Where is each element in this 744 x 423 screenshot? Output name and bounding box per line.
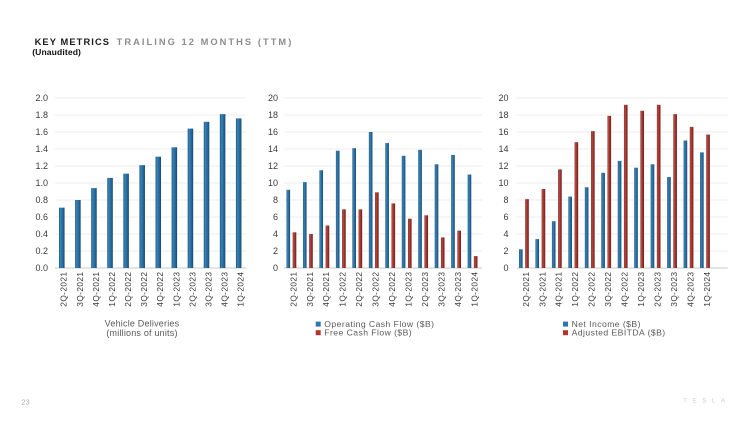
svg-text:Vehicle Deliveries: Vehicle Deliveries (105, 318, 180, 328)
svg-text:0: 0 (503, 263, 508, 273)
svg-text:2Q-2023: 2Q-2023 (420, 272, 430, 307)
svg-text:3Q-2021: 3Q-2021 (305, 272, 315, 307)
svg-text:0: 0 (273, 263, 278, 273)
svg-text:3Q-2022: 3Q-2022 (139, 272, 149, 307)
svg-text:1Q-2024: 1Q-2024 (236, 272, 246, 307)
svg-text:1Q-2024: 1Q-2024 (469, 272, 479, 307)
svg-text:2.0: 2.0 (35, 93, 48, 103)
svg-text:2Q-2023: 2Q-2023 (187, 272, 197, 307)
svg-text:4Q-2023: 4Q-2023 (453, 272, 463, 307)
svg-text:0.6: 0.6 (35, 212, 48, 222)
svg-text:2Q-2023: 2Q-2023 (652, 272, 662, 307)
svg-text:6: 6 (273, 212, 278, 222)
svg-text:2Q-2022: 2Q-2022 (123, 272, 133, 307)
svg-text:4Q-2021: 4Q-2021 (91, 272, 101, 307)
svg-text:18: 18 (498, 110, 508, 120)
svg-text:4Q-2023: 4Q-2023 (220, 272, 230, 307)
svg-text:20: 20 (268, 93, 278, 103)
svg-text:1.6: 1.6 (35, 127, 48, 137)
svg-text:4Q-2022: 4Q-2022 (387, 272, 397, 307)
svg-text:2: 2 (503, 246, 508, 256)
svg-text:3Q-2023: 3Q-2023 (203, 272, 213, 307)
svg-text:KEY METRICS: KEY METRICS (35, 37, 110, 47)
svg-text:4: 4 (503, 229, 508, 239)
svg-text:1Q-2023: 1Q-2023 (404, 272, 414, 307)
svg-text:18: 18 (268, 110, 278, 120)
svg-text:10: 10 (498, 178, 508, 188)
svg-text:TRAILING 12 MONTHS (TTM): TRAILING 12 MONTHS (TTM) (117, 37, 294, 47)
svg-text:10: 10 (268, 178, 278, 188)
svg-text:1Q-2023: 1Q-2023 (636, 272, 646, 307)
svg-text:1.8: 1.8 (35, 110, 48, 120)
svg-text:3Q-2021: 3Q-2021 (537, 272, 547, 307)
svg-text:1Q-2022: 1Q-2022 (107, 272, 117, 307)
svg-text:TESLA: TESLA (683, 398, 731, 405)
svg-text:4Q-2021: 4Q-2021 (554, 272, 564, 307)
svg-text:2Q-2021: 2Q-2021 (288, 272, 298, 307)
svg-text:8: 8 (273, 195, 278, 205)
svg-text:4Q-2022: 4Q-2022 (155, 272, 165, 307)
svg-text:2Q-2021: 2Q-2021 (521, 272, 531, 307)
svg-text:3Q-2023: 3Q-2023 (437, 272, 447, 307)
svg-text:12: 12 (268, 161, 278, 171)
svg-text:12: 12 (498, 161, 508, 171)
svg-text:1.4: 1.4 (35, 144, 48, 154)
svg-text:2: 2 (273, 246, 278, 256)
svg-text:3Q-2021: 3Q-2021 (75, 272, 85, 307)
svg-text:14: 14 (498, 144, 508, 154)
svg-text:1.2: 1.2 (35, 161, 48, 171)
svg-text:2Q-2022: 2Q-2022 (354, 272, 364, 307)
svg-text:1Q-2022: 1Q-2022 (570, 272, 580, 307)
svg-text:20: 20 (498, 93, 508, 103)
svg-text:0.4: 0.4 (35, 229, 48, 239)
svg-text:1Q-2022: 1Q-2022 (338, 272, 348, 307)
svg-text:4Q-2022: 4Q-2022 (620, 272, 630, 307)
svg-text:0.8: 0.8 (35, 195, 48, 205)
svg-text:2Q-2021: 2Q-2021 (59, 272, 69, 307)
svg-text:16: 16 (268, 127, 278, 137)
svg-text:Operating Cash Flow ($B): Operating Cash Flow ($B) (324, 319, 434, 329)
svg-text:1Q-2023: 1Q-2023 (171, 272, 181, 307)
svg-text:4Q-2021: 4Q-2021 (321, 272, 331, 307)
svg-text:3Q-2022: 3Q-2022 (603, 272, 613, 307)
svg-text:23: 23 (21, 398, 29, 407)
svg-text:Free Cash Flow ($B): Free Cash Flow ($B) (324, 328, 412, 338)
svg-text:3Q-2022: 3Q-2022 (371, 272, 381, 307)
svg-text:Adjusted EBITDA ($B): Adjusted EBITDA ($B) (572, 328, 666, 338)
svg-text:0.0: 0.0 (35, 263, 48, 273)
svg-text:(Unaudited): (Unaudited) (32, 47, 81, 57)
svg-text:8: 8 (503, 195, 508, 205)
svg-text:(millions of units): (millions of units) (106, 328, 177, 338)
svg-text:1.0: 1.0 (35, 178, 48, 188)
svg-text:2Q-2022: 2Q-2022 (587, 272, 597, 307)
svg-text:Net Income ($B): Net Income ($B) (572, 319, 641, 329)
svg-text:3Q-2023: 3Q-2023 (669, 272, 679, 307)
svg-text:4Q-2023: 4Q-2023 (685, 272, 695, 307)
svg-text:4: 4 (273, 229, 278, 239)
svg-text:1Q-2024: 1Q-2024 (702, 272, 712, 307)
svg-text:0.2: 0.2 (35, 246, 48, 256)
svg-text:14: 14 (268, 144, 278, 154)
svg-text:6: 6 (503, 212, 508, 222)
svg-text:16: 16 (498, 127, 508, 137)
